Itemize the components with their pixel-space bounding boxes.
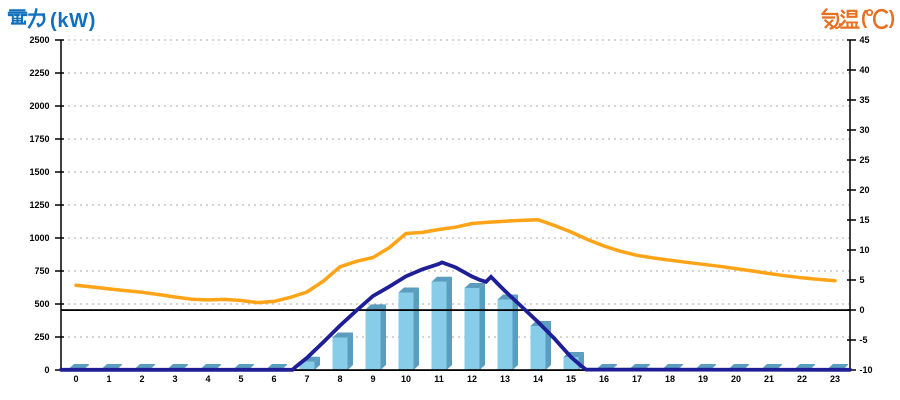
svg-text:): ) (889, 8, 895, 29)
svg-text:250: 250 (34, 332, 49, 342)
svg-text:15: 15 (860, 215, 870, 225)
svg-text:(kW): (kW) (50, 10, 96, 32)
svg-text:15: 15 (566, 374, 576, 384)
svg-text:21: 21 (764, 374, 774, 384)
svg-text:2500: 2500 (29, 35, 49, 45)
svg-text:18: 18 (665, 374, 675, 384)
svg-text:500: 500 (34, 299, 49, 309)
svg-text:10: 10 (860, 245, 870, 255)
svg-text:11: 11 (434, 374, 444, 384)
svg-text:2000: 2000 (29, 101, 49, 111)
svg-text:4: 4 (205, 374, 210, 384)
svg-text:40: 40 (860, 65, 870, 75)
svg-text:35: 35 (860, 95, 870, 105)
svg-text:45: 45 (860, 35, 870, 45)
svg-text:-5: -5 (860, 335, 868, 345)
svg-text:14: 14 (533, 374, 543, 384)
svg-text:17: 17 (632, 374, 642, 384)
svg-text:1000: 1000 (29, 233, 49, 243)
svg-text:20: 20 (860, 185, 870, 195)
svg-text:1750: 1750 (29, 134, 49, 144)
svg-text:30: 30 (860, 125, 870, 135)
svg-text:2: 2 (139, 374, 144, 384)
svg-text:7: 7 (304, 374, 309, 384)
svg-text:0: 0 (860, 305, 865, 315)
svg-text:9: 9 (370, 374, 375, 384)
svg-text:12: 12 (467, 374, 477, 384)
svg-text:0: 0 (73, 374, 78, 384)
svg-text:1250: 1250 (29, 200, 49, 210)
svg-text:23: 23 (830, 374, 840, 384)
svg-text:22: 22 (797, 374, 807, 384)
svg-text:0: 0 (44, 365, 49, 375)
svg-text:750: 750 (34, 266, 49, 276)
svg-text:1: 1 (106, 374, 111, 384)
svg-text:20: 20 (731, 374, 741, 384)
svg-text:2250: 2250 (29, 68, 49, 78)
svg-text:3: 3 (172, 374, 177, 384)
svg-text:(: ( (861, 8, 868, 29)
svg-text:25: 25 (860, 155, 870, 165)
svg-text:5: 5 (238, 374, 243, 384)
svg-text:-10: -10 (860, 365, 873, 375)
svg-text:6: 6 (271, 374, 276, 384)
svg-text:1500: 1500 (29, 167, 49, 177)
svg-text:16: 16 (599, 374, 609, 384)
svg-text:13: 13 (500, 374, 510, 384)
svg-text:19: 19 (698, 374, 708, 384)
svg-text:10: 10 (401, 374, 411, 384)
svg-text:8: 8 (337, 374, 342, 384)
svg-text:5: 5 (860, 275, 865, 285)
